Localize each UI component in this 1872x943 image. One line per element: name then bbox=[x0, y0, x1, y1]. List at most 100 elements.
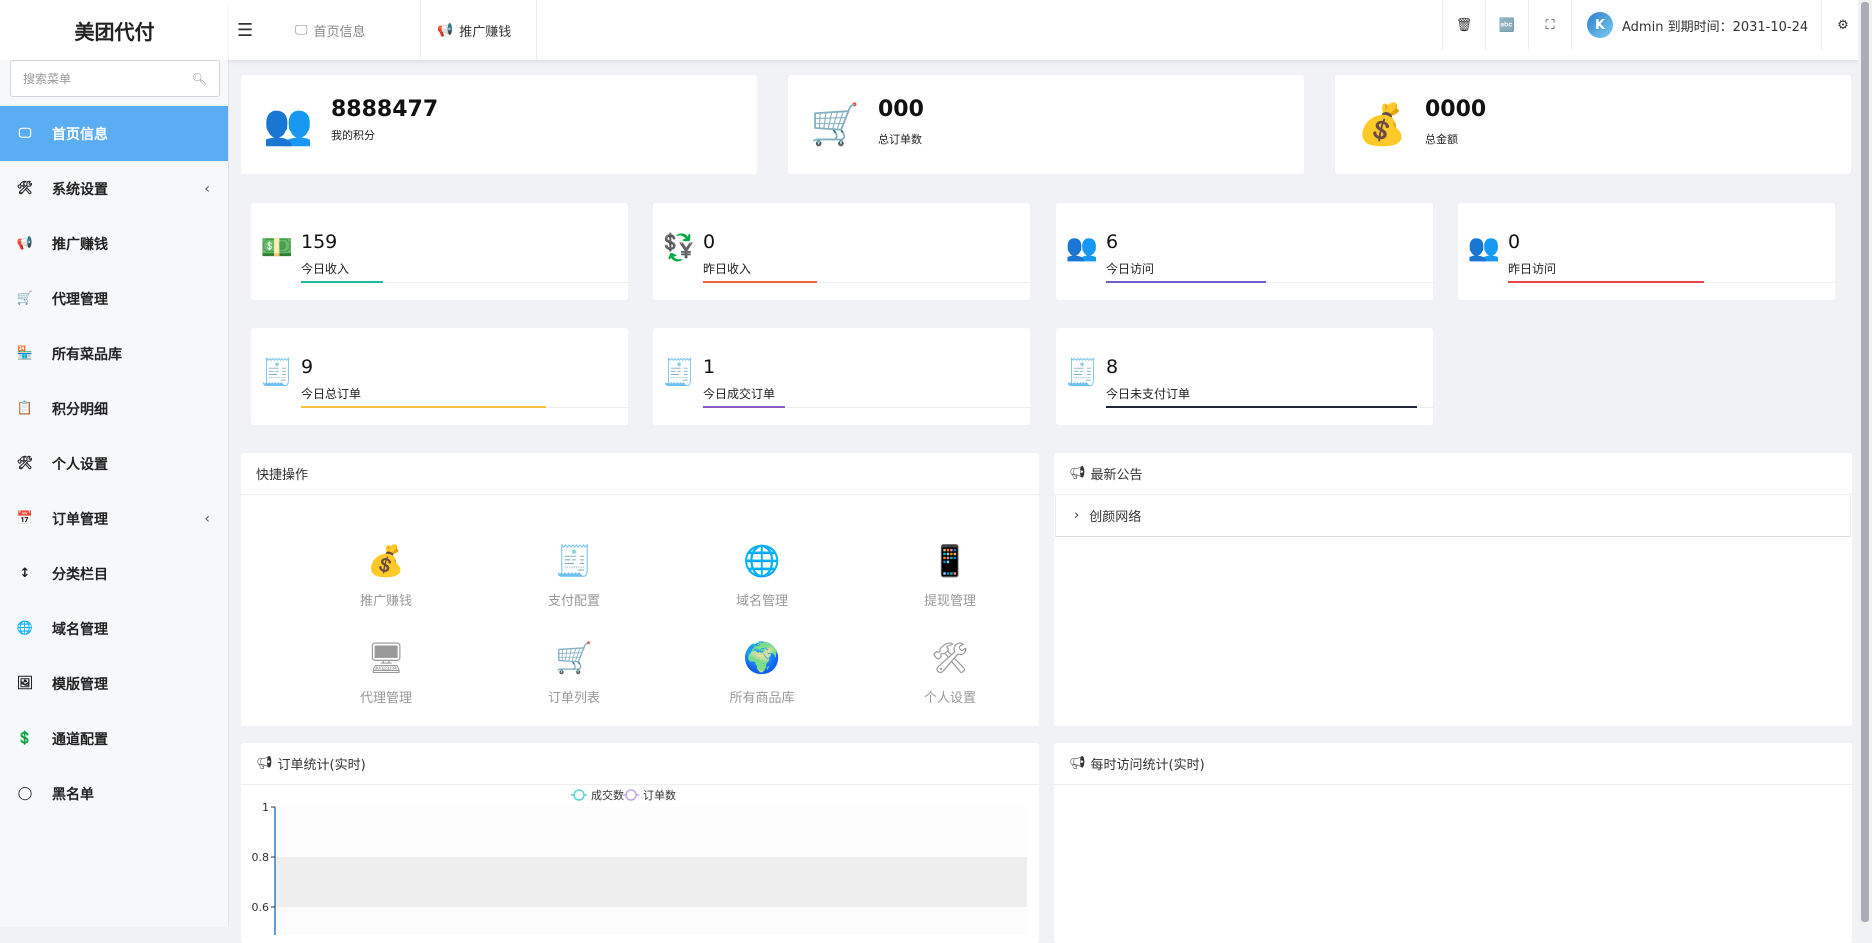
sidebar-item[interactable]: 📢 推广赚钱 bbox=[0, 216, 228, 271]
progress-bar bbox=[1106, 406, 1417, 408]
progress-bar bbox=[301, 281, 383, 283]
quick-action[interactable]: 📱 提现管理 bbox=[875, 538, 1025, 610]
menu-search-input[interactable]: 搜索菜单 🔍︎ bbox=[10, 60, 220, 97]
summary-value: 0000 bbox=[1425, 97, 1487, 122]
tools-window-icon: 🛠 bbox=[930, 640, 970, 676]
order-doc-icon: 🧾 bbox=[260, 358, 294, 388]
quick-action[interactable]: 🧾 支付配置 bbox=[499, 538, 649, 610]
stat-card: 🧾 8 今日未支付订单 bbox=[1056, 328, 1433, 425]
summary-card: 💰 0000 总金额 bbox=[1335, 75, 1851, 174]
sidebar-item[interactable]: 🛒 代理管理 bbox=[0, 271, 228, 326]
home-icon: 🖵 bbox=[18, 126, 32, 141]
menu-toggle-icon[interactable]: ☰ bbox=[237, 19, 254, 41]
translate-button[interactable]: 🔤 bbox=[1485, 0, 1528, 50]
quick-action[interactable]: 🛠 个人设置 bbox=[875, 635, 1025, 707]
summary-label: 总金额 bbox=[1425, 133, 1458, 146]
quick-action[interactable]: 🌍 所有商品库 bbox=[687, 635, 837, 707]
stat-card: 👥 0 昨日访问 bbox=[1458, 203, 1835, 300]
sidebar-item[interactable]: 🛠 个人设置 bbox=[0, 436, 228, 491]
chart-band bbox=[275, 807, 1027, 857]
legend-label: 成交数 bbox=[591, 788, 624, 802]
sidebar-item-label: 推广赚钱 bbox=[52, 236, 108, 253]
sidebar-item[interactable]: 💲 通道配置 bbox=[0, 711, 228, 766]
stat-value: 1 bbox=[703, 356, 716, 378]
sidebar-item-label: 系统设置 bbox=[52, 181, 108, 198]
trash-icon: 🗑 bbox=[1455, 17, 1473, 33]
sidebar-item-label: 域名管理 bbox=[52, 621, 108, 638]
sidebar-item[interactable]: 🖵 首页信息 bbox=[0, 106, 228, 161]
points-icon: 📋 bbox=[16, 401, 34, 416]
megaphone-icon: 📢︎ bbox=[1069, 756, 1086, 771]
sidebar-item[interactable]: ↕ 分类栏目 bbox=[0, 546, 228, 601]
sort-icon: ↕ bbox=[19, 566, 31, 581]
panel-title: 最新公告 bbox=[1090, 468, 1143, 483]
stat-label: 今日未支付订单 bbox=[1106, 387, 1191, 401]
quick-action-label: 推广赚钱 bbox=[359, 594, 412, 609]
domain-icon: 🌐 bbox=[743, 543, 781, 579]
sidebar-item[interactable]: 🛠 系统设置 ‹ bbox=[0, 161, 228, 216]
tab-label: 推广赚钱 bbox=[459, 24, 512, 40]
progress-track bbox=[301, 282, 628, 283]
megaphone-icon: 📢︎ bbox=[256, 756, 273, 771]
quick-actions-panel: 快捷操作 💰 推广赚钱 🧾 支付配置 🌐 域名管理 📱 提现管理 🖥 代理管理 🛒 订单列表 🌍 所有商品… bbox=[241, 453, 1039, 726]
quick-action[interactable]: 🛒 订单列表 bbox=[499, 635, 649, 707]
summary-card: 👥 8888477 我的积分 bbox=[241, 75, 757, 174]
settings-window-icon: 🛠 bbox=[16, 456, 34, 471]
settings-button[interactable]: ⚙ bbox=[1821, 0, 1864, 50]
progress-bar bbox=[1508, 281, 1704, 283]
search-icon: 🔍︎ bbox=[191, 71, 207, 86]
team-icon: 👥 bbox=[263, 102, 313, 148]
progress-bar bbox=[703, 281, 817, 283]
tab-home[interactable]: 🖵 首页信息 bbox=[279, 0, 421, 60]
progress-track bbox=[703, 282, 1030, 283]
progress-track bbox=[703, 407, 1030, 408]
sidebar-item[interactable]: 📅 订单管理 ‹ bbox=[0, 491, 228, 546]
blacklist-icon: ◯ bbox=[17, 786, 33, 801]
settings-window-icon: 🛠 bbox=[16, 181, 34, 196]
quick-action[interactable]: 🌐 域名管理 bbox=[687, 538, 837, 610]
sidebar-item[interactable]: ◯ 黑名单 bbox=[0, 766, 228, 821]
sidebar-item[interactable]: 📋 积分明细 bbox=[0, 381, 228, 436]
clear-cache-button[interactable]: 🗑 bbox=[1442, 0, 1485, 50]
quick-action-label: 域名管理 bbox=[735, 594, 788, 609]
gears-icon: ⚙ bbox=[1837, 17, 1849, 33]
legend-label: 订单数 bbox=[643, 789, 676, 802]
user-menu[interactable]: K Admin 到期时间：2031-10-24 bbox=[1571, 0, 1821, 50]
notice-item[interactable]: › 创颜网络 bbox=[1055, 495, 1851, 537]
search-placeholder: 搜索菜单 bbox=[23, 72, 72, 86]
quick-action-label: 订单列表 bbox=[547, 691, 600, 706]
money-hand-icon: 💰 bbox=[367, 543, 405, 579]
sidebar-item-label: 黑名单 bbox=[52, 786, 94, 803]
fullscreen-button[interactable]: ⛶ bbox=[1528, 0, 1571, 50]
avatar: K bbox=[1587, 12, 1613, 38]
panel-title: 快捷操作 bbox=[241, 453, 1039, 495]
tab-promote[interactable]: 📢 推广赚钱 bbox=[421, 0, 537, 60]
stat-card: 💵 159 今日收入 bbox=[251, 203, 628, 300]
visit-chart-panel: 📢︎ 每时访问统计(实时) bbox=[1054, 743, 1852, 943]
stat-label: 今日总订单 bbox=[301, 387, 362, 401]
page-scrollbar[interactable] bbox=[1858, 0, 1872, 927]
store-icon: 🏪 bbox=[16, 346, 34, 361]
panel-title: 每时访问统计(实时) bbox=[1090, 758, 1205, 773]
stat-label: 昨日收入 bbox=[703, 262, 752, 276]
quick-action[interactable]: 💰 推广赚钱 bbox=[311, 538, 461, 610]
cart-icon: 🛒 bbox=[555, 640, 593, 676]
sidebar-item[interactable]: 🖼 模版管理 bbox=[0, 656, 228, 711]
megaphone-icon: 📢︎ bbox=[1069, 466, 1086, 481]
user-info: Admin 到期时间：2031-10-24 bbox=[1622, 19, 1809, 35]
stat-value: 9 bbox=[301, 356, 314, 378]
chart-band bbox=[275, 907, 1027, 935]
notice-title: 创颜网络 bbox=[1089, 510, 1142, 525]
agent-icon: 🛒 bbox=[16, 291, 34, 306]
megaphone-icon: 📢 bbox=[16, 236, 34, 251]
server-icon: 🖥 bbox=[366, 640, 406, 676]
visitors-icon: 👥 bbox=[1065, 233, 1099, 263]
tab-label: 首页信息 bbox=[313, 24, 366, 40]
progress-bar bbox=[703, 406, 785, 408]
panel-title: 订单统计(实时) bbox=[277, 758, 366, 773]
sidebar-item[interactable]: 🏪 所有菜品库 bbox=[0, 326, 228, 381]
quick-action[interactable]: 🖥 代理管理 bbox=[311, 635, 461, 707]
sidebar-item[interactable]: 🌐 域名管理 bbox=[0, 601, 228, 656]
fullscreen-icon: ⛶ bbox=[1545, 17, 1555, 33]
translate-icon: 🔤 bbox=[1498, 17, 1516, 33]
